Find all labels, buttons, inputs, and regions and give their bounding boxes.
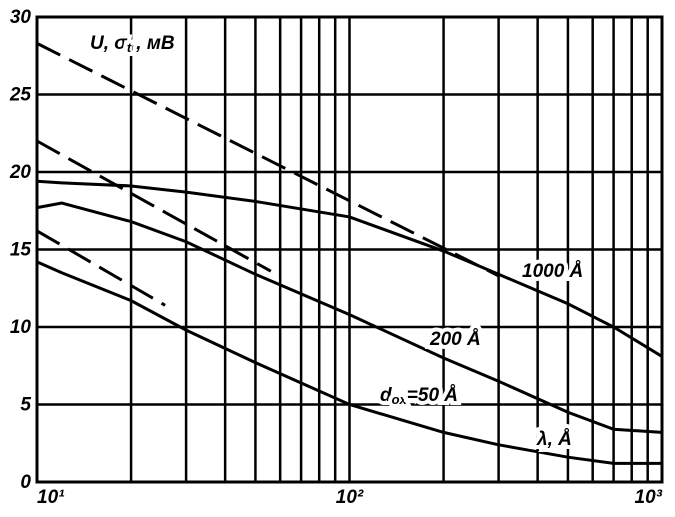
y-tick-label: 15 <box>10 240 32 261</box>
y-tick-label: 10 <box>10 317 32 338</box>
y-axis-label-main: U, σ <box>90 33 128 54</box>
y-axis-label-suffix: , мВ <box>135 33 175 54</box>
line <box>36 201 663 434</box>
series-label: dox=50 Å <box>380 385 458 407</box>
x-axis-label: λ, Å <box>536 429 572 450</box>
y-axis-label: U, σtr, мВ <box>90 33 175 55</box>
x-tick-label: 10² <box>336 487 364 508</box>
dashed-line <box>36 229 166 307</box>
series-label-sub: ox <box>392 392 408 407</box>
x-tick-label: 10¹ <box>37 487 65 508</box>
y-tick-label: 30 <box>10 7 32 28</box>
series-label-prefix: d <box>380 385 392 406</box>
y-tick-label: 5 <box>20 395 31 416</box>
plot-frame <box>35 15 664 484</box>
dashed-line <box>36 139 272 273</box>
line <box>36 260 662 465</box>
y-tick-label: 25 <box>9 85 32 106</box>
line <box>36 179 663 358</box>
series-label: 1000 Å <box>522 261 583 282</box>
series-label: 200 Å <box>429 329 481 350</box>
x-tick-label: 10³ <box>635 487 663 508</box>
dashed-line <box>36 42 500 278</box>
y-tick-label: 0 <box>20 472 31 493</box>
y-tick-label: 20 <box>9 162 32 183</box>
series-label-text: =50 Å <box>407 385 458 406</box>
